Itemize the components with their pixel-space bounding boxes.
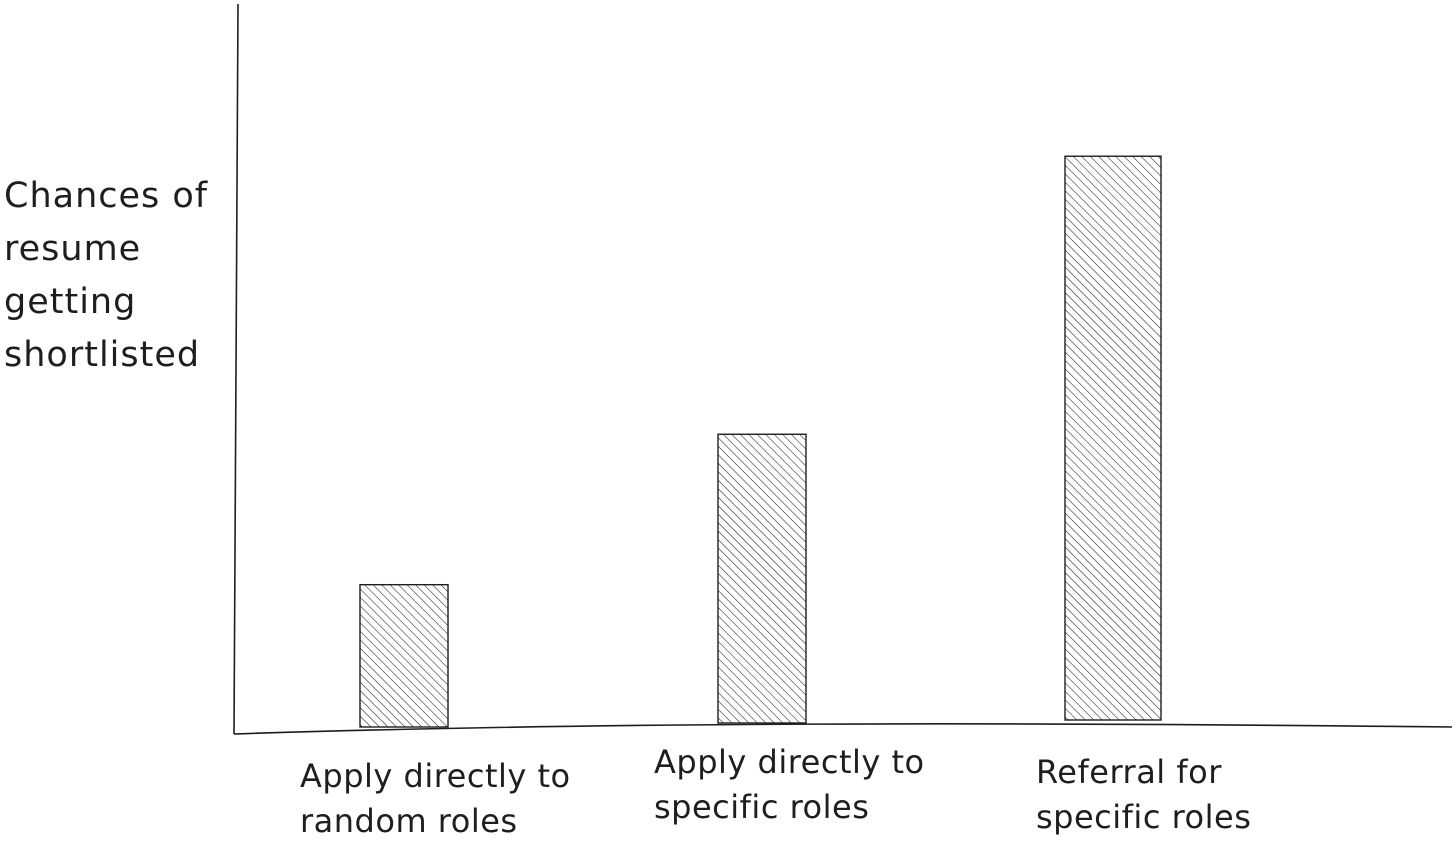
x-tick-label-specific-roles: Apply directly to specific roles bbox=[654, 743, 925, 826]
bar-specific-roles bbox=[717, 433, 807, 724]
bar-referral bbox=[1064, 155, 1162, 721]
x-tick-label-random-roles: Apply directly to random roles bbox=[300, 757, 571, 840]
y-axis-label: Chances of resume getting shortlisted bbox=[4, 176, 209, 375]
bars-group bbox=[359, 155, 1162, 728]
x-axis bbox=[233, 723, 1453, 735]
y-axis bbox=[233, 3, 239, 735]
bar-random-roles bbox=[359, 583, 449, 728]
x-tick-label-referral: Referral for specific roles bbox=[1036, 753, 1252, 836]
